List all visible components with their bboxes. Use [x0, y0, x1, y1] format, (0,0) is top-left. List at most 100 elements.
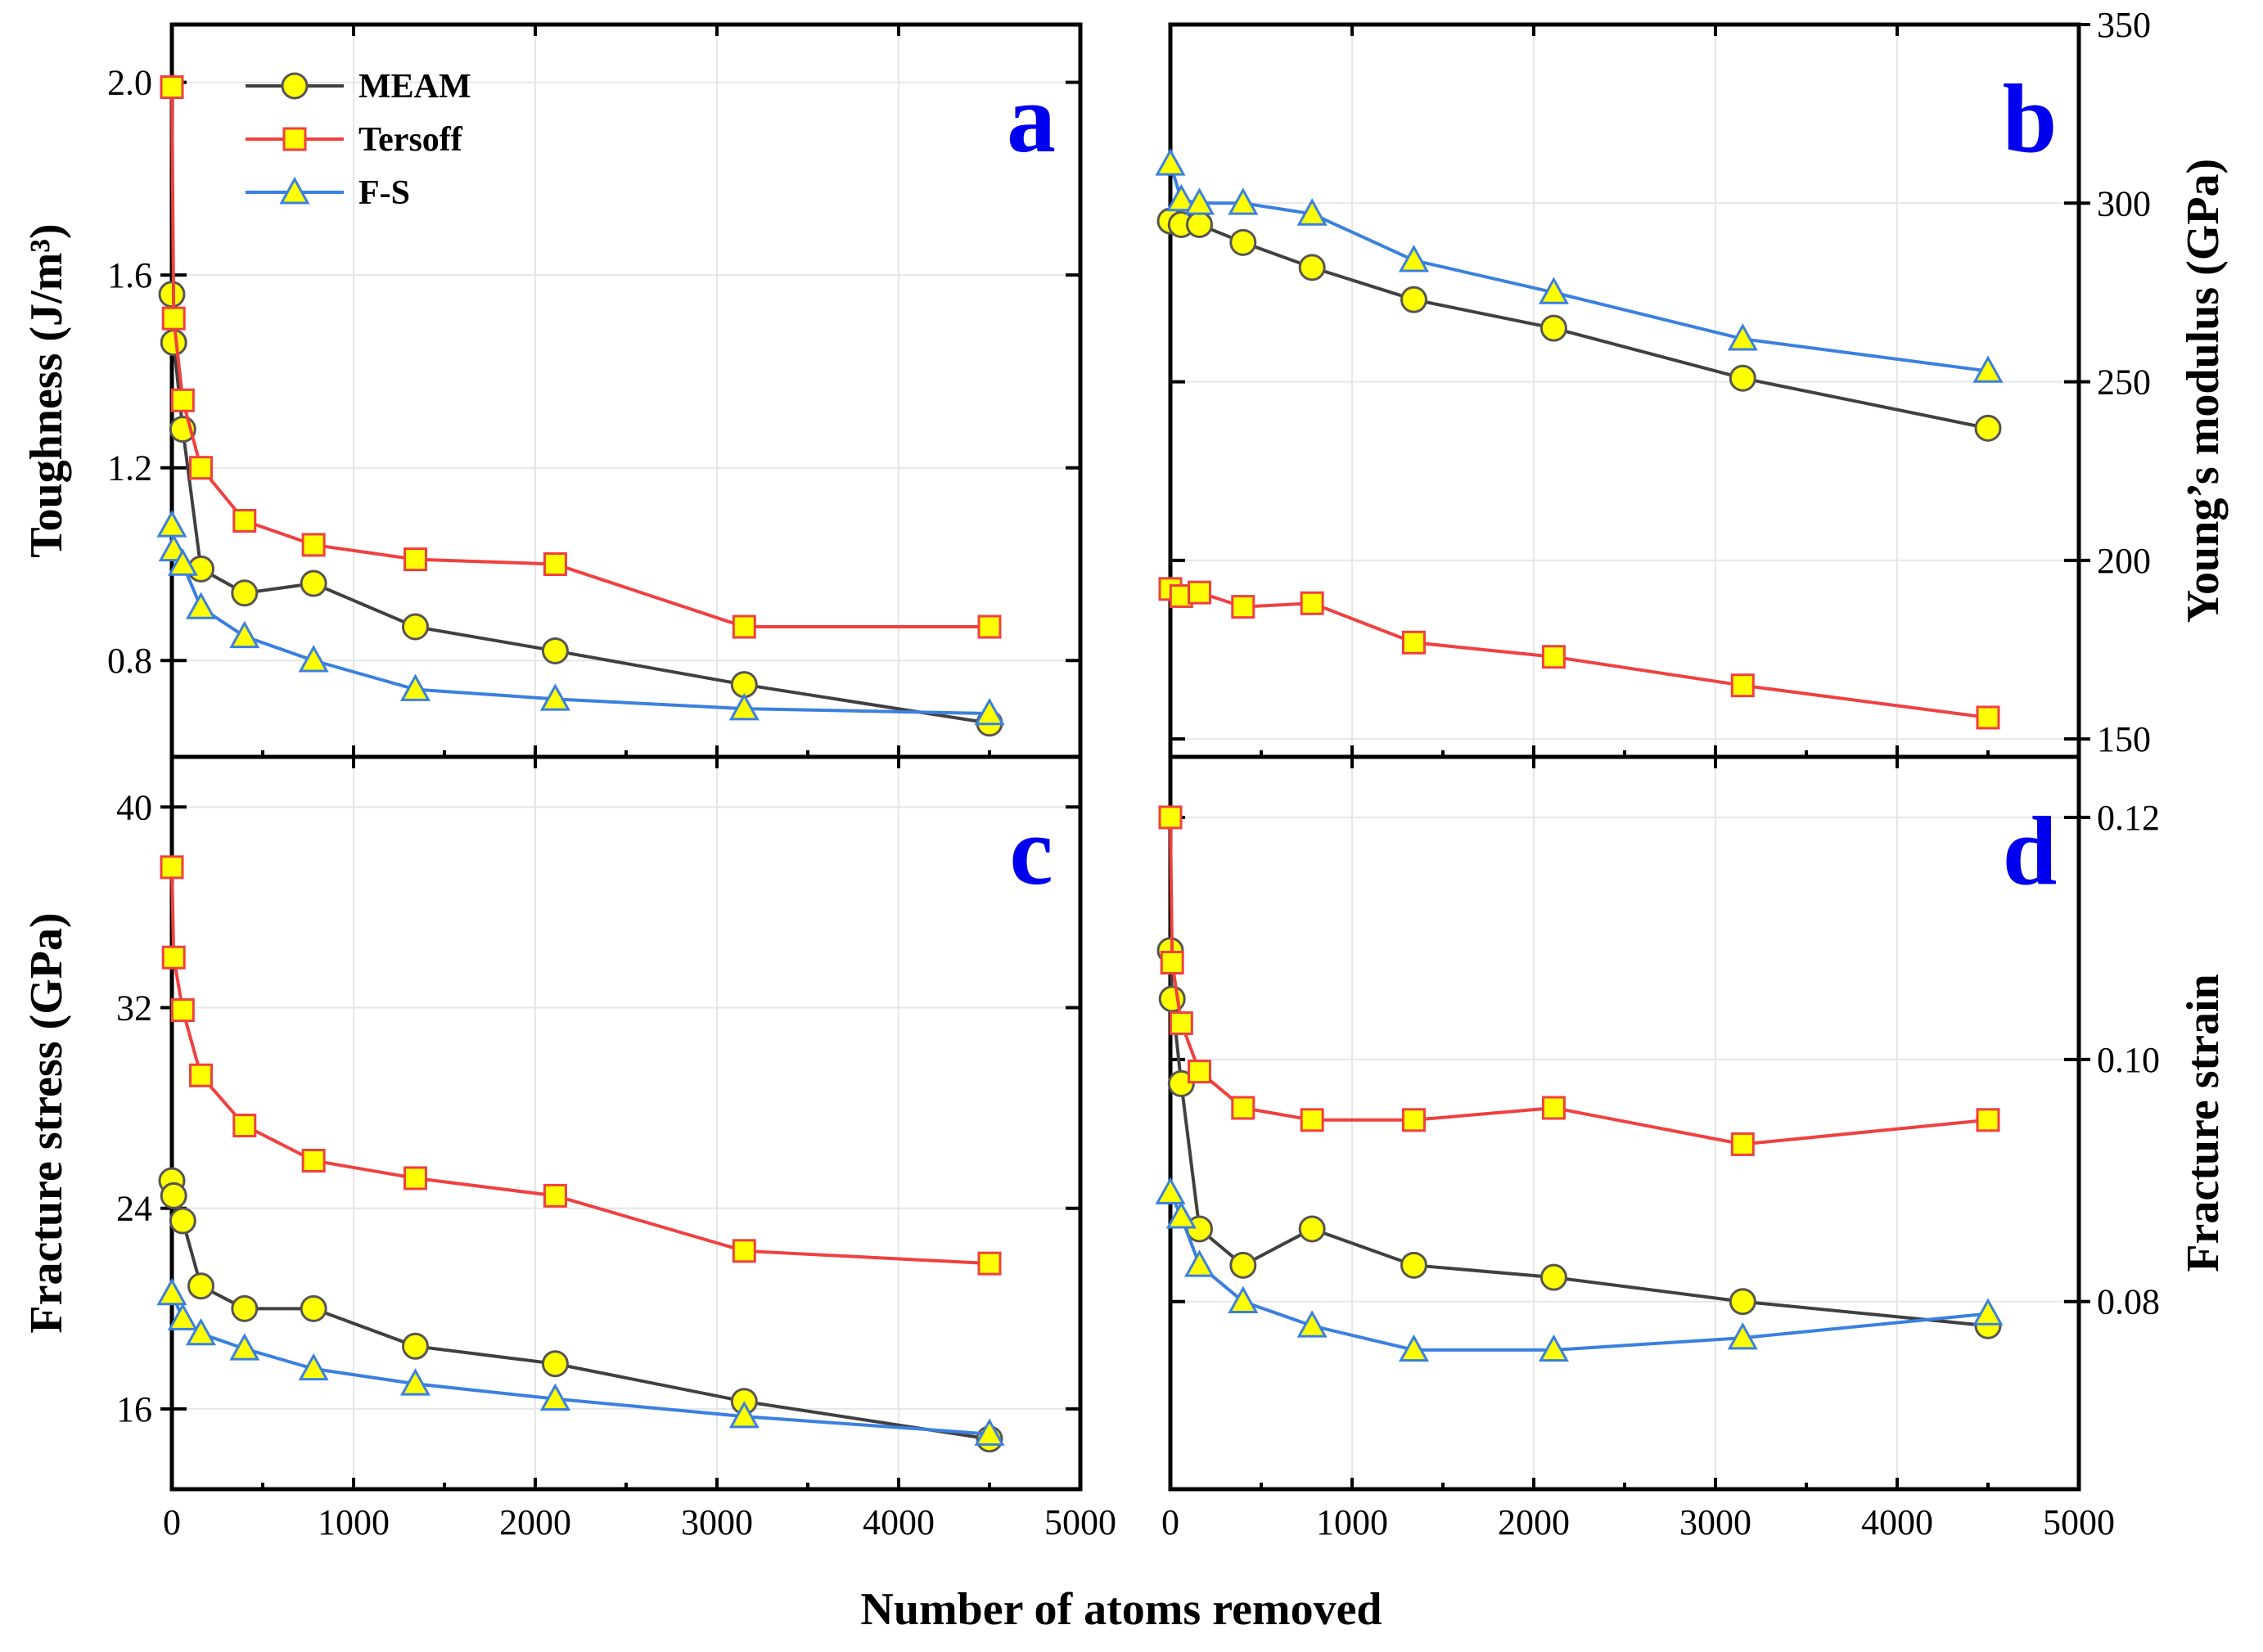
data-point-tersoff — [1300, 1108, 1324, 1132]
legend-marker-fs — [279, 176, 310, 205]
series-line-f-s — [1169, 1191, 1989, 1352]
series-line-f-s — [1169, 163, 1989, 373]
data-point-meam — [231, 579, 259, 607]
panel-b-youngs-modulus: 150 200 250 300 350 Young’s modulus (GPa) b — [1155, 5, 2229, 759]
legend-label: Tersoff — [358, 121, 463, 159]
data-point-tersoff — [161, 945, 186, 970]
y-tick-label: 150 — [2097, 719, 2151, 759]
y-tick-label: 1.6 — [107, 255, 152, 295]
y-tick-label: 0.08 — [2097, 1282, 2160, 1322]
data-point-f-s — [229, 1333, 260, 1361]
data-point-tersoff — [1541, 1096, 1566, 1120]
data-point-meam — [401, 1332, 429, 1360]
data-point-meam — [1974, 414, 2002, 442]
data-point-meam — [160, 329, 187, 357]
data-point-meam — [300, 1294, 327, 1322]
data-point-tersoff — [161, 306, 186, 331]
legend: MEAM Tersoff F-S — [246, 68, 471, 212]
data-point-meam — [231, 1294, 259, 1322]
data-point-f-s — [539, 683, 570, 711]
series-line-f-s — [170, 1293, 990, 1436]
data-point-meam — [1298, 254, 1326, 281]
series-line-meam — [170, 294, 990, 725]
data-point-f-s — [298, 645, 329, 673]
data-point-f-s — [1155, 1177, 1186, 1204]
data-point-f-s — [1296, 198, 1328, 226]
data-point-f-s — [156, 1277, 187, 1306]
y-tick-label: 250 — [2097, 362, 2151, 403]
y-tick-label: 24 — [116, 1189, 152, 1229]
data-point-tersoff — [1976, 1108, 2000, 1132]
y-axis-title: Young’s modulus (GPa) — [2178, 159, 2229, 623]
data-point-meam — [169, 1207, 196, 1235]
data-point-f-s — [1398, 245, 1430, 272]
y-axis-title: Fracture strain — [2178, 974, 2229, 1272]
x-tick-label: 2000 — [499, 1502, 571, 1542]
data-point-f-s — [167, 1303, 198, 1330]
y-tick-label: 40 — [116, 787, 152, 827]
panel-letter: b — [2003, 64, 2058, 173]
x-tick-label: 1000 — [318, 1502, 390, 1542]
data-point-tersoff — [543, 1183, 567, 1208]
data-point-meam — [1298, 1215, 1326, 1243]
legend-marker-meam — [281, 72, 309, 100]
data-point-tersoff — [1231, 1096, 1255, 1120]
data-point-tersoff — [301, 1148, 326, 1173]
data-point-f-s — [185, 1317, 217, 1346]
data-point-f-s — [1296, 1310, 1328, 1338]
x-axis-title: Number of atoms removed — [860, 1584, 1382, 1635]
data-point-f-s — [728, 1401, 760, 1429]
x-tick-label: 0 — [1161, 1502, 1179, 1542]
panel-letter: a — [1007, 64, 1056, 173]
series-line-tersoff — [1169, 817, 1989, 1146]
x-tick-label: 2000 — [1498, 1502, 1570, 1542]
data-point-tersoff — [1541, 645, 1566, 669]
data-point-meam — [187, 1272, 215, 1300]
legend-label: F-S — [358, 174, 410, 212]
x-tick-label: 4000 — [1861, 1502, 1933, 1542]
x-tick-label: 4000 — [863, 1502, 935, 1542]
data-point-tersoff — [170, 998, 195, 1023]
data-point-f-s — [1972, 355, 2004, 383]
data-point-tersoff — [1158, 805, 1183, 830]
data-point-tersoff — [543, 551, 567, 576]
x-tick-label: 3000 — [1679, 1502, 1751, 1542]
data-point-tersoff — [1401, 1108, 1426, 1132]
series-line-meam — [1169, 950, 1989, 1328]
data-point-f-s — [1538, 277, 1569, 304]
data-point-meam — [1158, 985, 1186, 1013]
data-point-f-s — [399, 1368, 431, 1396]
data-point-meam — [1539, 314, 1567, 342]
data-point-f-s — [1165, 1201, 1197, 1229]
series-line-tersoff — [170, 867, 990, 1266]
data-point-f-s — [156, 510, 187, 538]
data-point-tersoff — [1976, 705, 2000, 730]
data-point-tersoff — [1730, 673, 1755, 698]
y-axis-title: Toughness (J/m³) — [21, 223, 72, 557]
data-point-tersoff — [170, 388, 195, 412]
y-tick-label: 200 — [2097, 541, 2151, 581]
data-point-f-s — [974, 697, 1005, 726]
data-point-f-s — [1155, 148, 1186, 176]
x-tick-label: 0 — [163, 1502, 181, 1542]
data-point-meam — [401, 613, 429, 641]
data-point-f-s — [1398, 1334, 1430, 1362]
y-tick-label: 350 — [2097, 5, 2151, 45]
y-tick-label: 300 — [2097, 183, 2151, 223]
data-point-tersoff — [1231, 595, 1255, 619]
data-point-f-s — [229, 620, 260, 649]
y-tick-label: 0.8 — [107, 641, 152, 681]
data-point-meam — [1186, 210, 1214, 238]
y-tick-label: 1.2 — [107, 448, 152, 488]
data-point-f-s — [1727, 323, 1758, 351]
y-tick-label: 16 — [116, 1389, 152, 1429]
data-point-meam — [160, 1182, 187, 1209]
data-point-f-s — [399, 673, 431, 701]
data-point-f-s — [539, 1383, 570, 1411]
plot-frame — [1168, 22, 2081, 759]
data-point-meam — [300, 569, 327, 597]
panel-letter: c — [1009, 796, 1053, 905]
data-point-tersoff — [301, 533, 326, 557]
data-point-tersoff — [232, 1114, 257, 1138]
data-point-tersoff — [232, 508, 257, 533]
